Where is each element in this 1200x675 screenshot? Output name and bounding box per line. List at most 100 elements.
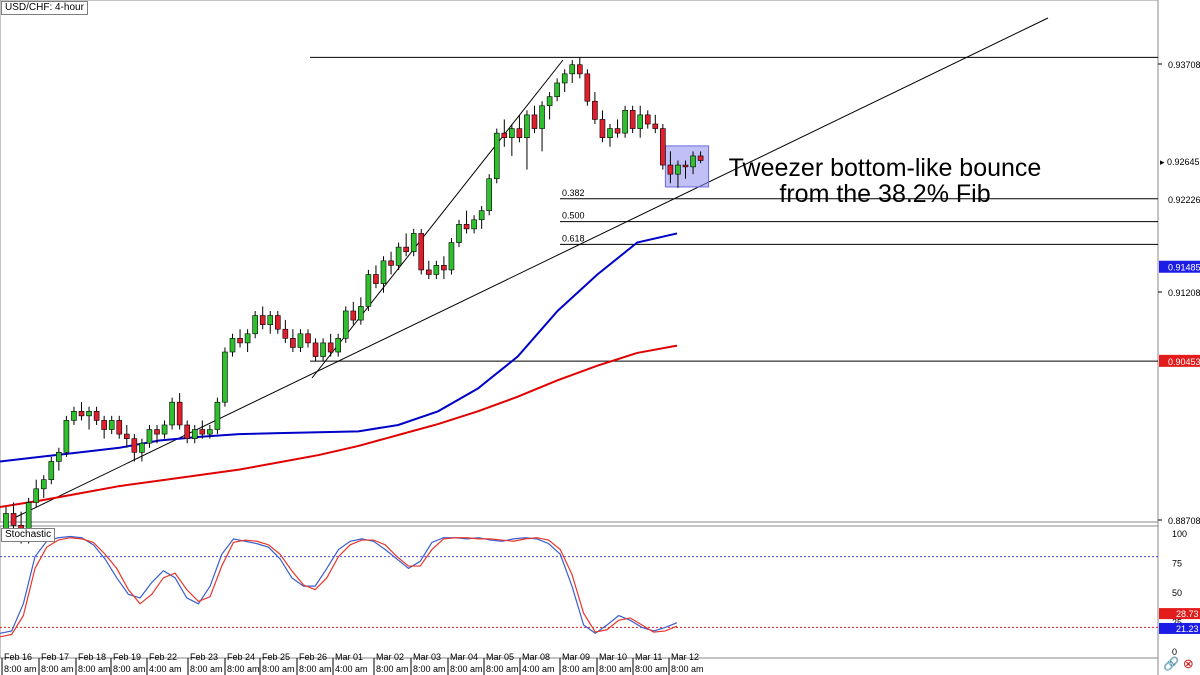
- candle-body[interactable]: [652, 123, 659, 129]
- candle-body[interactable]: [501, 132, 508, 138]
- candle-body[interactable]: [471, 219, 477, 230]
- candle-body[interactable]: [71, 410, 77, 421]
- candle-body[interactable]: [358, 306, 364, 321]
- candle-body[interactable]: [690, 155, 696, 168]
- candle-body[interactable]: [539, 105, 545, 129]
- candle-body[interactable]: [101, 420, 107, 430]
- candle-body[interactable]: [93, 410, 100, 421]
- candle-body[interactable]: [116, 420, 123, 435]
- candle-body[interactable]: [629, 110, 636, 129]
- candle-body[interactable]: [305, 333, 311, 344]
- candle-body[interactable]: [154, 429, 160, 435]
- candle-body[interactable]: [531, 114, 538, 129]
- candle-body[interactable]: [682, 164, 689, 168]
- candle-body[interactable]: [584, 73, 591, 102]
- candle-body[interactable]: [131, 438, 138, 453]
- candle-body[interactable]: [644, 114, 651, 125]
- candle-body[interactable]: [554, 82, 560, 97]
- candle-body[interactable]: [607, 128, 613, 138]
- candle-body[interactable]: [365, 274, 372, 307]
- candle-body[interactable]: [675, 164, 681, 175]
- candle-body[interactable]: [237, 338, 243, 344]
- candle-body[interactable]: [40, 479, 47, 490]
- candle-body[interactable]: [637, 114, 644, 129]
- candle-body[interactable]: [229, 338, 236, 353]
- candle-body[interactable]: [403, 246, 409, 252]
- candle-body[interactable]: [448, 242, 455, 271]
- candle-body[interactable]: [78, 410, 85, 417]
- candle-body[interactable]: [146, 429, 153, 444]
- candle-body[interactable]: [252, 315, 258, 335]
- candle-body[interactable]: [312, 342, 319, 357]
- candle-body[interactable]: [599, 119, 606, 138]
- candle-body[interactable]: [222, 351, 228, 403]
- time-label-hour: 8:00 am: [671, 664, 704, 674]
- stoch-tick-label: 75: [1172, 559, 1182, 569]
- candle-body[interactable]: [569, 64, 576, 75]
- candle-body[interactable]: [108, 420, 115, 430]
- candle-body[interactable]: [410, 233, 417, 252]
- time-label-date: Feb 26: [299, 652, 327, 662]
- candle-body[interactable]: [478, 210, 485, 221]
- candle-body[interactable]: [124, 433, 130, 439]
- link-icon[interactable]: 🔗: [1163, 656, 1180, 671]
- candle-body[interactable]: [493, 132, 500, 180]
- candle-body[interactable]: [509, 128, 515, 138]
- candle-body[interactable]: [320, 342, 326, 357]
- candle-body[interactable]: [433, 265, 440, 275]
- candle-body[interactable]: [63, 420, 70, 453]
- candle-body[interactable]: [191, 429, 198, 439]
- candle-body[interactable]: [161, 424, 168, 435]
- time-label-hour: 8:00 am: [41, 664, 74, 674]
- candle-body[interactable]: [199, 429, 206, 435]
- candle-body[interactable]: [267, 315, 274, 325]
- candle-body[interactable]: [667, 164, 674, 175]
- candle-body[interactable]: [342, 310, 349, 339]
- candle-body[interactable]: [56, 452, 62, 462]
- candle-body[interactable]: [207, 429, 213, 435]
- candle-body[interactable]: [335, 338, 342, 353]
- candle-body[interactable]: [373, 274, 379, 284]
- candle-body[interactable]: [463, 224, 470, 230]
- candle-body[interactable]: [456, 224, 462, 243]
- candle-body[interactable]: [48, 461, 55, 480]
- candle-body[interactable]: [10, 513, 17, 526]
- close-x-icon[interactable]: ⊗: [1182, 656, 1194, 671]
- candle-body[interactable]: [524, 114, 530, 138]
- candle-body[interactable]: [33, 488, 40, 503]
- candle-body[interactable]: [592, 100, 598, 120]
- candle-body[interactable]: [86, 410, 92, 417]
- candle-body[interactable]: [244, 333, 251, 344]
- candle-body[interactable]: [660, 128, 666, 166]
- candle-body[interactable]: [516, 128, 523, 138]
- candle-body[interactable]: [395, 246, 402, 266]
- candles[interactable]: [3, 57, 704, 544]
- candle-body[interactable]: [486, 178, 493, 211]
- candle-body[interactable]: [546, 96, 553, 107]
- candle-body[interactable]: [184, 424, 190, 439]
- candle-body[interactable]: [327, 342, 334, 353]
- candle-body[interactable]: [561, 73, 568, 84]
- candle-body[interactable]: [282, 328, 289, 339]
- ma-fast-line: [0, 232, 678, 463]
- candle-body[interactable]: [697, 155, 704, 161]
- candle-body[interactable]: [576, 64, 583, 75]
- candle-body[interactable]: [169, 401, 175, 426]
- chart-corner-icons[interactable]: 🔗 ⊗: [1163, 656, 1194, 672]
- candle-body[interactable]: [259, 315, 266, 325]
- candle-body[interactable]: [614, 128, 621, 134]
- candle-body[interactable]: [425, 269, 432, 275]
- candle-body[interactable]: [139, 442, 145, 453]
- candle-body[interactable]: [290, 338, 296, 348]
- candle-body[interactable]: [380, 260, 387, 284]
- candle-body[interactable]: [297, 333, 304, 348]
- candle-body[interactable]: [418, 233, 425, 271]
- candle-body[interactable]: [441, 265, 447, 271]
- candle-body[interactable]: [388, 260, 394, 266]
- candle-body[interactable]: [274, 315, 281, 330]
- candle-body[interactable]: [622, 110, 628, 134]
- candle-body[interactable]: [350, 310, 357, 321]
- candle-body[interactable]: [214, 401, 221, 430]
- candle-body[interactable]: [176, 401, 183, 426]
